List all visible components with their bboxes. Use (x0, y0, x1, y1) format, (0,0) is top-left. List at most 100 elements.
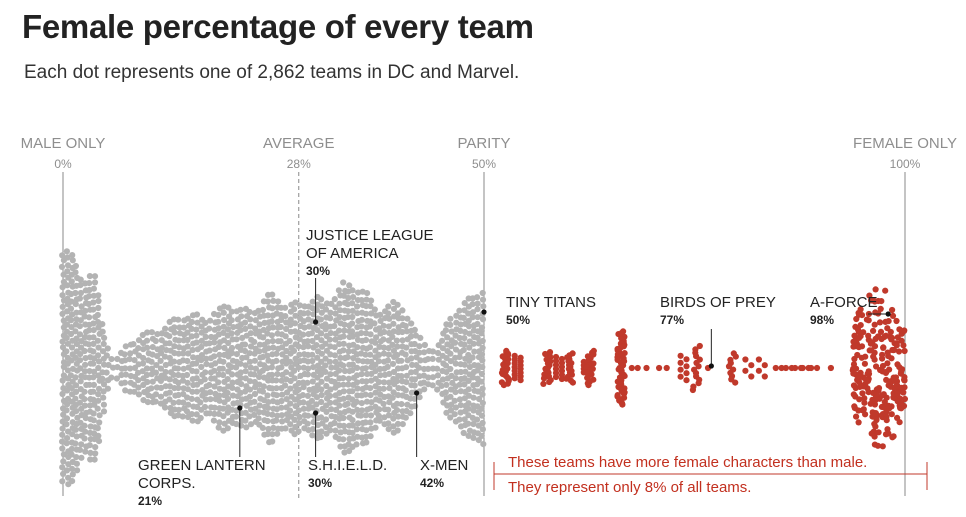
team-dot (349, 320, 356, 327)
team-dot (256, 373, 263, 381)
team-dot (354, 433, 361, 440)
team-dot (63, 440, 70, 447)
team-dot (465, 386, 472, 393)
team-dot (251, 411, 258, 418)
team-dot (398, 373, 405, 380)
team-dot (127, 365, 134, 372)
team-dot (252, 365, 259, 372)
team-dot (452, 375, 459, 382)
team-dot (90, 340, 97, 347)
team-dot (341, 327, 348, 334)
team-dot (395, 310, 402, 317)
team-dot (354, 344, 361, 351)
team-dot (336, 327, 343, 334)
team-dot (100, 394, 107, 401)
team-dot (268, 364, 275, 371)
team-dot (366, 344, 374, 351)
team-dot-female-majority (808, 364, 815, 372)
team-dot (175, 391, 182, 399)
team-dot (190, 354, 197, 361)
team-dot (228, 330, 235, 337)
range-note-line-2: They represent only 8% of all teams. (508, 479, 751, 496)
team-dot (152, 391, 160, 398)
team-dot-female-majority (782, 364, 790, 372)
team-dot-female-majority (742, 367, 749, 374)
team-dot (452, 360, 459, 367)
team-dot (148, 358, 155, 365)
team-dot (363, 427, 370, 434)
team-dot (362, 351, 369, 358)
team-dot (198, 363, 205, 371)
team-dot (237, 360, 244, 367)
team-dot-female-majority (893, 342, 900, 349)
team-dot (279, 391, 286, 398)
team-dot (447, 321, 454, 328)
team-dot (363, 296, 370, 303)
team-dot (82, 307, 89, 314)
label-birds-of-prey-pct: 77% (660, 313, 684, 327)
team-dot (394, 301, 401, 308)
team-dot (72, 440, 79, 447)
team-dot (251, 338, 258, 345)
team-dot (385, 420, 392, 427)
team-dot-female-majority (872, 397, 879, 404)
team-dot (69, 478, 76, 485)
team-dot (77, 365, 84, 372)
team-dot (59, 310, 66, 317)
team-dot (327, 371, 334, 378)
team-dot (366, 323, 374, 330)
team-dot-female-majority (856, 378, 863, 385)
team-dot (193, 332, 200, 339)
team-dot (480, 441, 487, 448)
team-dot-female-majority (683, 363, 690, 370)
team-dot (479, 426, 486, 433)
team-dot (188, 318, 195, 326)
team-dot (82, 428, 89, 435)
team-dot (73, 382, 80, 389)
team-dot (92, 450, 99, 457)
team-dot (90, 348, 97, 355)
team-dot (469, 374, 477, 381)
team-dot (90, 368, 98, 375)
team-dot (295, 386, 302, 393)
team-dot-female-majority (872, 286, 879, 293)
team-dot (355, 357, 362, 364)
team-dot (279, 418, 286, 425)
team-dot (390, 320, 397, 327)
marker-a-force (885, 311, 891, 317)
team-dot (170, 399, 177, 406)
team-dot (362, 336, 370, 344)
team-dot-female-majority (883, 417, 890, 424)
team-dot (59, 338, 66, 345)
team-dot (157, 393, 165, 400)
team-dot (291, 320, 299, 327)
team-dot (403, 372, 410, 379)
team-dot (469, 314, 476, 321)
team-dot (300, 405, 307, 412)
team-dot (480, 303, 487, 310)
team-dot (380, 350, 388, 357)
team-dot-female-majority (619, 401, 626, 408)
team-dot (78, 441, 85, 448)
team-dot (68, 445, 75, 452)
team-dot (60, 458, 67, 465)
team-dot (478, 432, 485, 439)
team-dot (322, 416, 330, 423)
team-dot (264, 352, 271, 359)
team-dot (103, 369, 110, 376)
team-dot (273, 377, 280, 384)
team-dot (121, 379, 128, 386)
refline-pct-male-only: 0% (54, 157, 72, 171)
team-dot (256, 402, 263, 409)
team-dot (456, 416, 463, 423)
team-dot (215, 424, 222, 431)
team-dot (73, 433, 80, 440)
team-dot (85, 341, 92, 348)
team-dot (341, 367, 348, 375)
team-dot-female-majority (792, 364, 799, 372)
team-dot (399, 328, 406, 336)
team-dot (78, 454, 85, 461)
team-dot-female-majority (885, 402, 892, 409)
team-dot (345, 375, 352, 382)
team-dot (68, 324, 75, 331)
